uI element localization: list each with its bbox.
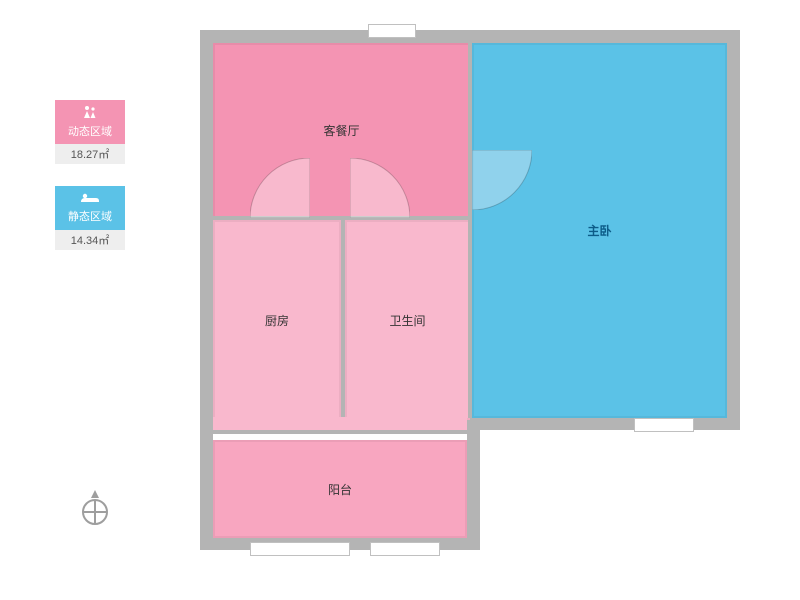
- room-kitchen: 厨房: [213, 220, 341, 420]
- wall-opening-top: [368, 24, 416, 38]
- wall-mask: [213, 417, 467, 430]
- door-kitchen: [250, 158, 310, 218]
- legend-dynamic-label: 动态区域: [68, 123, 112, 139]
- legend-static-swatch: 静态区域: [55, 186, 125, 230]
- wall-opening-right: [634, 418, 694, 432]
- partition-vertical-1: [341, 218, 345, 418]
- legend-static-label: 静态区域: [68, 208, 112, 224]
- legend-dynamic-swatch: 动态区域: [55, 100, 125, 144]
- balcony-top-wall: [213, 430, 467, 434]
- legend-dynamic: 动态区域 18.27㎡: [55, 100, 125, 164]
- room-label: 卫生间: [389, 312, 425, 329]
- compass-icon: [80, 490, 110, 520]
- room-label: 厨房: [265, 312, 289, 329]
- legend-static-value: 14.34㎡: [55, 230, 125, 250]
- people-icon: [81, 105, 99, 121]
- legend: 动态区域 18.27㎡ 静态区域 14.34㎡: [55, 100, 125, 272]
- wall-opening-bottom-2: [370, 542, 440, 556]
- door-bedroom: [472, 150, 532, 210]
- legend-static: 静态区域 14.34㎡: [55, 186, 125, 250]
- floorplan: 客餐厅 厨房 卫生间 阳台 主卧: [200, 30, 740, 550]
- room-label: 客餐厅: [323, 122, 359, 139]
- sleep-icon: [80, 192, 100, 206]
- door-bathroom: [350, 158, 410, 218]
- legend-dynamic-value: 18.27㎡: [55, 144, 125, 164]
- room-master-bedroom: 主卧: [472, 43, 727, 418]
- room-label: 主卧: [587, 222, 611, 239]
- room-balcony: 阳台: [213, 440, 467, 538]
- wall-opening-bottom-1: [250, 542, 350, 556]
- room-bathroom: 卫生间: [345, 220, 470, 420]
- room-label: 阳台: [328, 481, 352, 498]
